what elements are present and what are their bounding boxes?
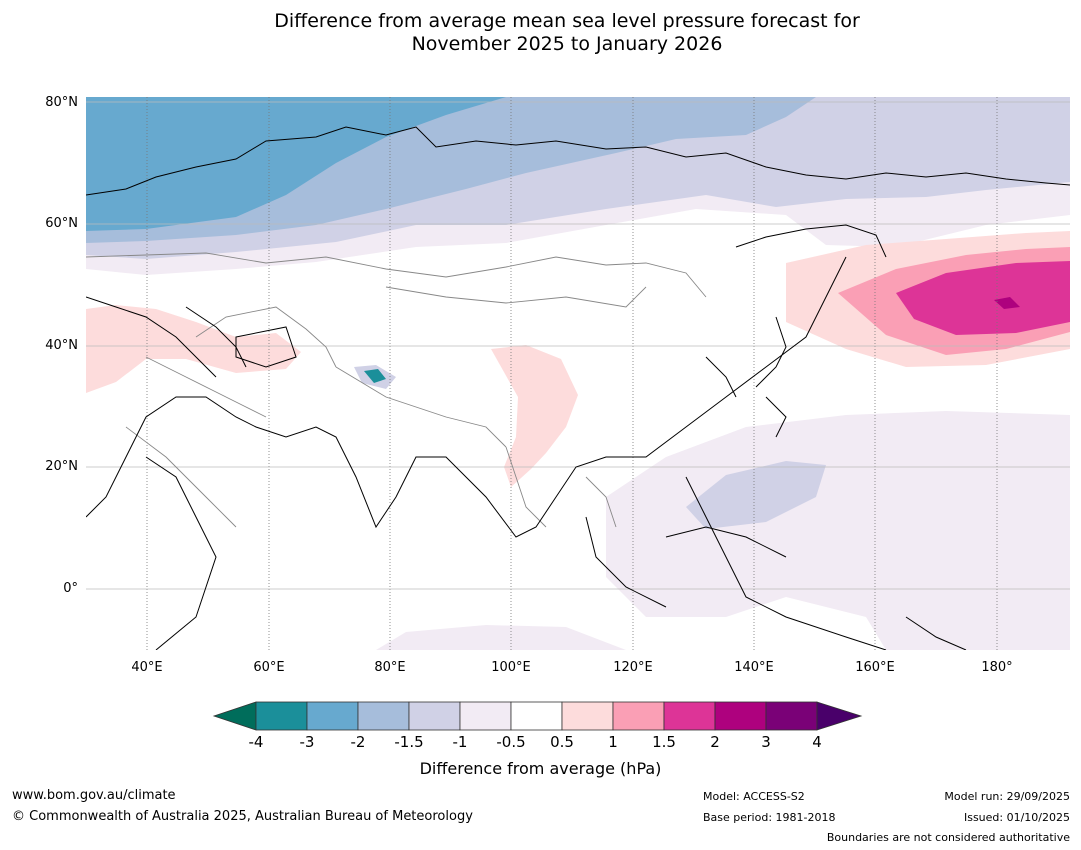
- disclaimer-text: Boundaries are not considered authoritat…: [826, 831, 1070, 844]
- colorbar-tick-label: 0.5: [550, 733, 574, 751]
- map-title: Difference from average mean sea level p…: [0, 10, 1081, 56]
- lon-label-160e: 160°E: [855, 660, 895, 675]
- lon-label-100e: 100°E: [491, 660, 531, 675]
- colorbar-tick-label: 1: [608, 733, 618, 751]
- base-period-label: Base period: 1981-2018: [703, 811, 836, 824]
- map-title-line2: November 2025 to January 2026: [411, 33, 723, 55]
- colorbar-tick-label: -3: [299, 733, 315, 751]
- graticule: [146, 97, 998, 650]
- model-label: Model: ACCESS-S2: [703, 790, 805, 803]
- colorbar-tick-label: 3: [761, 733, 771, 751]
- lon-label-180: 180°: [981, 660, 1013, 675]
- anomaly-region-minus-0-5-tropics: [606, 411, 1070, 650]
- anomaly-region-plus-1-5: [896, 261, 1070, 335]
- website-link[interactable]: www.bom.gov.au/climate: [12, 788, 176, 803]
- colorbar-title: Difference from average (hPa): [419, 759, 662, 778]
- country-boundaries: [86, 252, 707, 528]
- map-title-line1: Difference from average mean sea level p…: [274, 10, 860, 32]
- model-run-label: Model run: 29/09/2025: [944, 790, 1070, 803]
- pressure-anomaly-map: [86, 97, 1070, 650]
- colorbar-tick-label: -4: [248, 733, 264, 751]
- anomaly-region-plus-0-5-westasia: [86, 305, 301, 393]
- coastlines: [86, 126, 1070, 650]
- colorbar-cell: [306, 701, 359, 731]
- colorbar-cell: [663, 701, 716, 731]
- lon-label-40e: 40°E: [131, 660, 163, 675]
- anomaly-region-minus-0-5-indian: [376, 625, 626, 650]
- lat-label-60n: 60°N: [45, 216, 78, 231]
- anomaly-region-minus-1-tropics: [686, 461, 826, 529]
- colorbar-tick-label: -1.5: [394, 733, 424, 751]
- anomaly-region-plus-0-5-china: [491, 345, 578, 487]
- colorbar-extend-high: [816, 701, 863, 731]
- colorbar: [212, 701, 863, 731]
- colorbar-cell: [714, 701, 767, 731]
- anomaly-region-plus-2: [994, 297, 1020, 309]
- colorbar-cell: [612, 701, 665, 731]
- lat-label-20n: 20°N: [45, 459, 78, 474]
- colorbar-cell: [357, 701, 410, 731]
- lon-label-80e: 80°E: [374, 660, 406, 675]
- lon-label-120e: 120°E: [613, 660, 653, 675]
- colorbar-cell: [459, 701, 512, 731]
- colorbar-cell: [408, 701, 461, 731]
- colorbar-tick-label: 2: [710, 733, 720, 751]
- colorbar-cell: [561, 701, 614, 731]
- lat-label-0: 0°: [63, 581, 78, 596]
- colorbar-tick-label: 1.5: [652, 733, 676, 751]
- colorbar-tick-label: 4: [812, 733, 822, 751]
- colorbar-extend-low: [212, 701, 257, 731]
- colorbar-tick-label: -0.5: [496, 733, 526, 751]
- anomaly-region-tibet-core: [364, 369, 386, 383]
- lat-label-40n: 40°N: [45, 338, 78, 353]
- issued-label: Issued: 01/10/2025: [963, 811, 1070, 824]
- colorbar-cell: [765, 701, 818, 731]
- lat-label-80n: 80°N: [45, 95, 78, 110]
- lon-label-60e: 60°E: [253, 660, 285, 675]
- copyright-text: © Commonwealth of Australia 2025, Austra…: [12, 809, 473, 824]
- colorbar-tick-label: -1: [452, 733, 468, 751]
- latitude-lines: [86, 101, 1070, 590]
- colorbar-cell: [255, 701, 308, 731]
- colorbar-tick-label: -2: [350, 733, 366, 751]
- lon-label-140e: 140°E: [734, 660, 774, 675]
- colorbar-cell: [510, 701, 563, 731]
